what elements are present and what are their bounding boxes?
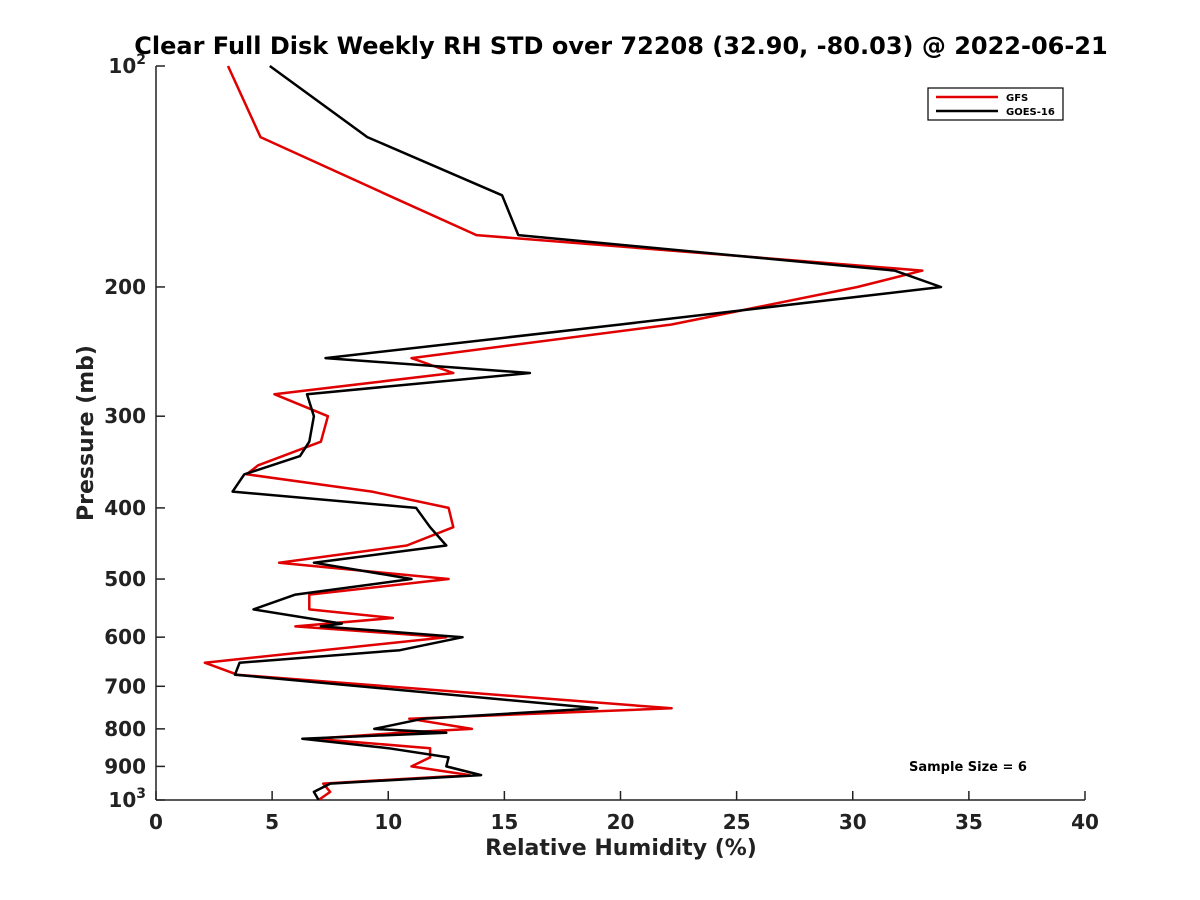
y-tick-label-base: 700 <box>104 674 146 698</box>
y-tick-label: 300 <box>104 404 146 428</box>
y-tick-label-base: 10 <box>108 788 136 812</box>
series-line-gfs <box>203 65 924 802</box>
x-tick-label: 40 <box>1071 810 1099 834</box>
x-tick-label: 20 <box>607 810 635 834</box>
y-tick-label: 900 <box>104 754 146 778</box>
y-tick-label: 700 <box>104 674 146 698</box>
x-tick-label: 0 <box>149 810 163 834</box>
y-tick-label: 500 <box>104 567 146 591</box>
x-tick-label: 25 <box>723 810 751 834</box>
legend-label: GFS <box>1006 93 1028 104</box>
y-tick-label: 200 <box>104 275 146 299</box>
y-tick-label-base: 600 <box>104 625 146 649</box>
series-layer <box>203 64 943 802</box>
y-axis-label: Pressure (mb) <box>74 345 99 521</box>
x-axis-label: Relative Humidity (%) <box>485 836 757 861</box>
y-tick-label-base: 900 <box>104 754 146 778</box>
y-tick-label-base: 10 <box>108 54 136 78</box>
legend-label: GOES-16 <box>1006 107 1055 118</box>
x-tick-label: 15 <box>490 810 518 834</box>
legend: GFS GOES-16 <box>927 87 1064 121</box>
y-tick-label-base: 500 <box>104 567 146 591</box>
y-tick-label-base: 200 <box>104 275 146 299</box>
series-line-goes-16 <box>231 64 943 801</box>
y-tick-label-base: 400 <box>104 496 146 520</box>
y-tick-label-base: 800 <box>104 717 146 741</box>
y-tick-label: 103 <box>108 786 146 812</box>
y-tick-label-exponent: 3 <box>136 786 146 802</box>
legend-box <box>927 87 1064 121</box>
x-tick-label: 5 <box>265 810 279 834</box>
sample-size-annotation: Sample Size = 6 <box>909 760 1027 775</box>
y-tick-label: 800 <box>104 717 146 741</box>
y-tick-label: 400 <box>104 496 146 520</box>
x-tick-label: 35 <box>955 810 983 834</box>
x-tick-label: 10 <box>374 810 402 834</box>
y-tick-label-base: 300 <box>104 404 146 428</box>
x-tick-label: 30 <box>839 810 867 834</box>
x-ticks: 0 5 10 15 20 25 30 35 40 <box>149 791 1099 834</box>
y-tick-label-exponent: 2 <box>136 52 146 68</box>
chart-title: Clear Full Disk Weekly RH STD over 72208… <box>134 32 1107 60</box>
y-tick-label: 600 <box>104 625 146 649</box>
y-tick-label: 102 <box>108 52 146 78</box>
